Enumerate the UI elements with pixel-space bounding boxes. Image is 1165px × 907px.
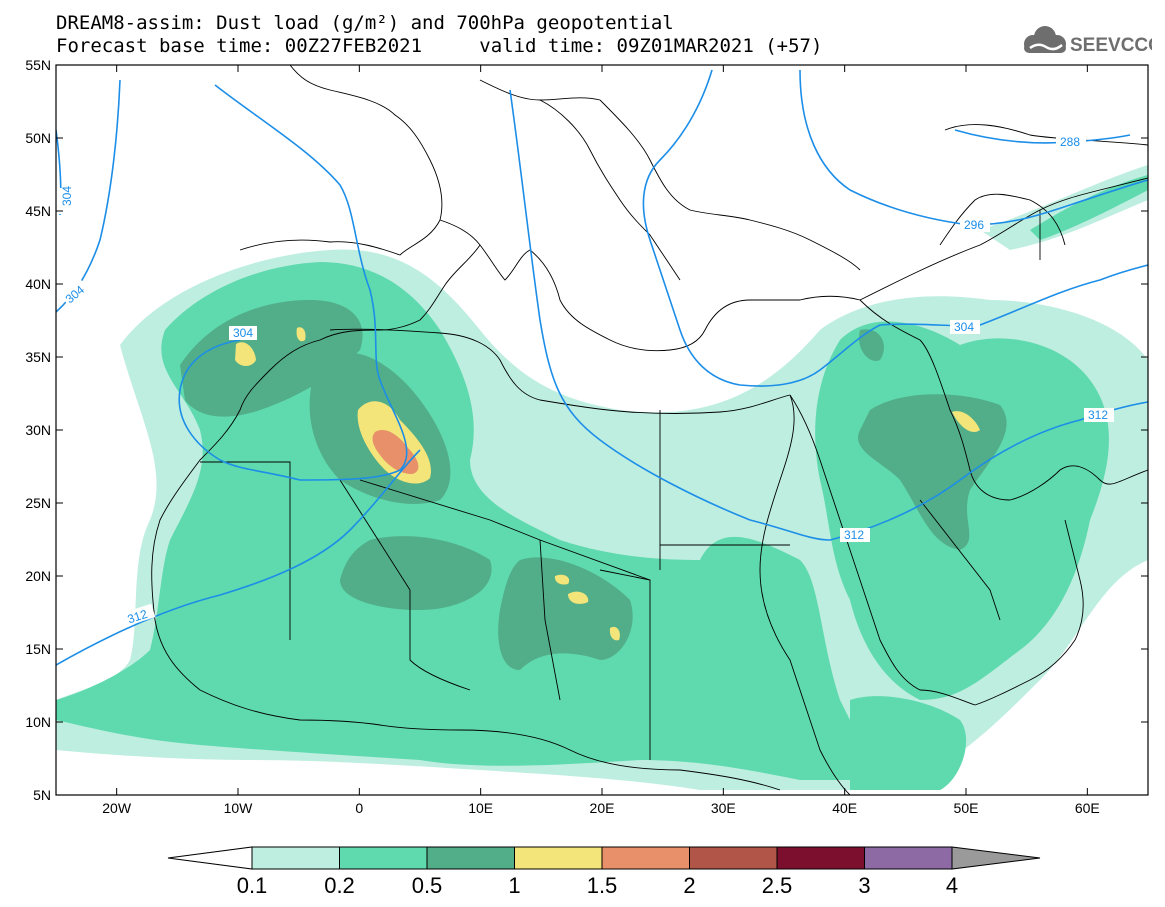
- lat-tick-label: 45N: [25, 203, 51, 219]
- colorbar-tick-label: 1: [508, 873, 520, 898]
- lat-tick-label: 15N: [25, 641, 51, 657]
- contour-label-box: [60, 279, 90, 307]
- lat-tick-label: 40N: [25, 276, 51, 292]
- colorbar-over-arrow: [951, 846, 1041, 870]
- colorbar-tick-label: 0.2: [324, 873, 355, 898]
- latitude-axis: 55N 50N 45N 40N 35N 30N 25N 20N 15N 10N 5N: [25, 57, 1148, 803]
- lon-tick-label: 10E: [468, 800, 493, 816]
- contour-label-box: [840, 528, 870, 542]
- contour-label-box: [1084, 408, 1114, 422]
- contour-label: 312: [844, 528, 864, 542]
- lon-tick-label: 20W: [102, 800, 132, 816]
- lon-tick-label: 50E: [954, 800, 979, 816]
- contour-label: 312: [126, 607, 150, 627]
- valid-time-label: valid time: 09Z01MAR2021 (+57): [479, 35, 823, 57]
- coastlines-borders: [151, 65, 1148, 795]
- colorbar-segment: [514, 846, 603, 870]
- dust-level-1.5: [372, 429, 419, 474]
- contour-label-box: [122, 603, 156, 627]
- colorbar: 0.1 0.2 0.5 1 1.5 2 2.5 3 4: [167, 846, 1041, 898]
- lat-tick-label: 55N: [25, 57, 51, 73]
- longitude-axis: 20W 10W 0 10E 20E 30E 40E 50E 60E: [102, 65, 1100, 816]
- map-title: DREAM8-assim: Dust load (g/m²) and 700hP…: [56, 12, 674, 34]
- map-subtitle: Forecast base time: 00Z27FEB2021 valid t…: [56, 36, 822, 56]
- contour-label-box: [950, 320, 980, 334]
- colorbar-segment: [864, 846, 953, 870]
- lat-tick-label: 25N: [25, 495, 51, 511]
- colorbar-segment: [601, 846, 690, 870]
- lat-tick-label: 5N: [33, 787, 51, 803]
- seevccc-logo: SEEVCCC: [1024, 26, 1152, 56]
- colorbar-tick-label: 1.5: [587, 873, 618, 898]
- colorbar-under-arrow: [167, 846, 253, 870]
- colorbar-tick-label: 2: [683, 873, 695, 898]
- lat-tick-label: 35N: [25, 349, 51, 365]
- colorbar-tick-label: 2.5: [762, 873, 793, 898]
- colorbar-tick-label: 4: [946, 873, 958, 898]
- lat-tick-label: 50N: [25, 130, 51, 146]
- colorbar-segment: [689, 846, 778, 870]
- lat-tick-label: 10N: [25, 714, 51, 730]
- dust-fill-layer: [56, 165, 1148, 790]
- contour-label: 304: [233, 326, 253, 340]
- lon-tick-label: 30E: [711, 800, 736, 816]
- geopotential-contours: [56, 69, 1148, 666]
- colorbar-segment: [251, 846, 340, 870]
- contour-label-box: [229, 326, 257, 340]
- colorbar-tick-label: 0.1: [237, 873, 268, 898]
- colorbar-segment: [776, 846, 865, 870]
- contour-label: 304: [954, 320, 974, 334]
- lon-tick-label: 0: [355, 800, 363, 816]
- colorbar-segment: [426, 846, 515, 870]
- contour-label-box: [50, 188, 64, 214]
- lat-tick-label: 20N: [25, 568, 51, 584]
- colorbar-tick-label: 3: [858, 873, 870, 898]
- contour-label: 304: [60, 186, 74, 206]
- contour-label: 288: [1060, 135, 1080, 149]
- lon-tick-label: 60E: [1075, 800, 1100, 816]
- lon-tick-label: 40E: [832, 800, 857, 816]
- colorbar-tick-label: 0.5: [412, 873, 443, 898]
- contour-label-box: [1056, 135, 1086, 149]
- contour-label: 296: [964, 218, 984, 232]
- lon-tick-label: 10W: [224, 800, 254, 816]
- contour-label-box: [960, 218, 990, 232]
- colorbar-segment: [339, 846, 428, 870]
- lon-tick-label: 20E: [590, 800, 615, 816]
- logo-text: SEEVCCC: [1070, 35, 1152, 56]
- contour-label: 312: [1088, 408, 1108, 422]
- lat-tick-label: 30N: [25, 422, 51, 438]
- base-time-label: Forecast base time: 00Z27FEB2021: [56, 35, 423, 57]
